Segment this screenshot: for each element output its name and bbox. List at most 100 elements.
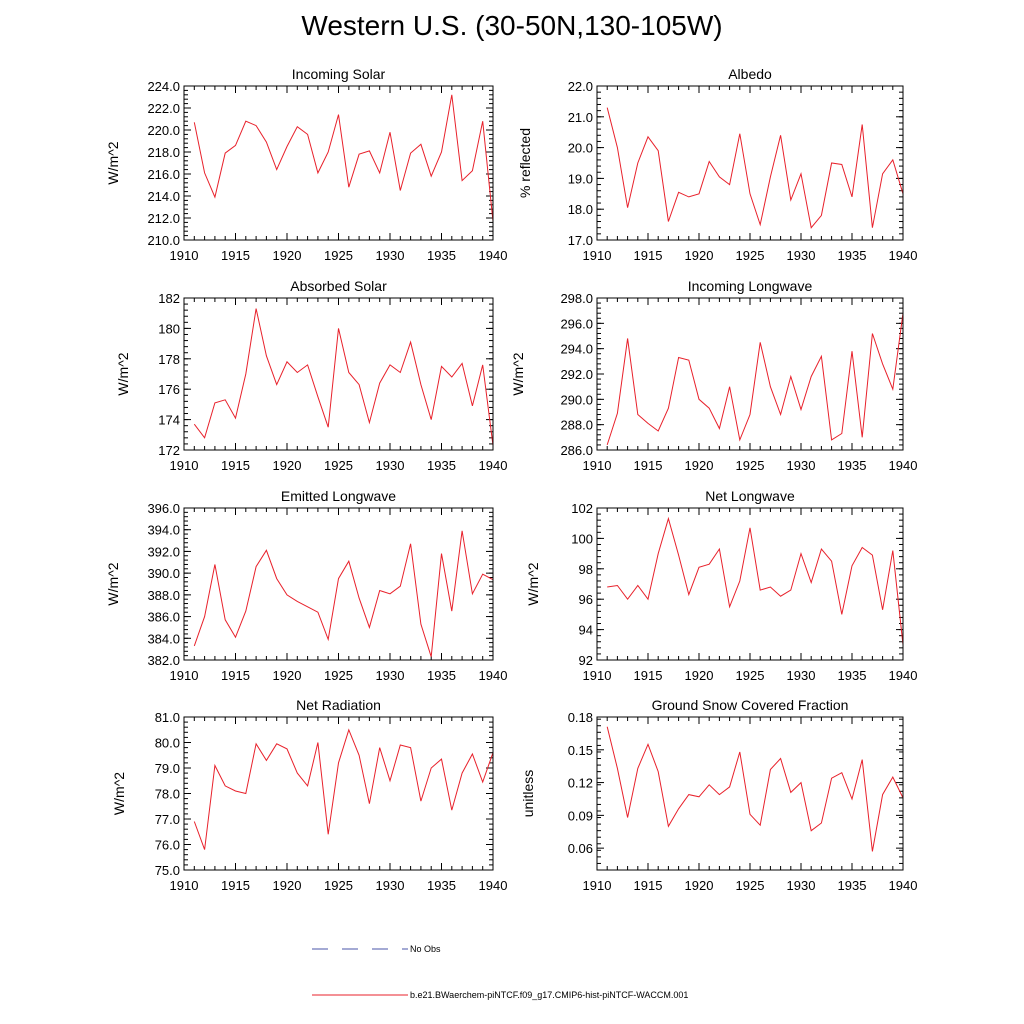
y-tick-label: 0.15 bbox=[568, 743, 593, 758]
x-tick-label: 1910 bbox=[583, 668, 612, 683]
y-tick-label: 214.0 bbox=[147, 189, 180, 204]
y-tick-label: 288.0 bbox=[560, 418, 593, 433]
y-tick-label: 386.0 bbox=[147, 610, 180, 625]
y-axis-label: W/m^2 bbox=[525, 562, 541, 605]
panel-5: Emitted Longwave W/m^2 1910 1915 1920 1925 193… bbox=[105, 488, 507, 683]
panel-1: Incoming Solar W/m^2 1910 1915 1920 1925 1930 1… bbox=[105, 66, 507, 263]
x-tick-label: 1935 bbox=[838, 668, 867, 683]
plot-frame bbox=[596, 85, 904, 241]
y-tick-label: 0.18 bbox=[568, 710, 593, 725]
panel-title: Ground Snow Covered Fraction bbox=[652, 697, 849, 713]
x-tick-label: 1930 bbox=[376, 458, 405, 473]
y-tick-label: 286.0 bbox=[560, 443, 593, 458]
x-tick-label: 1935 bbox=[427, 458, 456, 473]
plot-frame bbox=[596, 507, 904, 661]
x-tick-label: 1935 bbox=[838, 248, 867, 263]
x-tick-label: 1930 bbox=[376, 248, 405, 263]
y-axis-label: W/m^2 bbox=[115, 352, 131, 395]
y-tick-label: 396.0 bbox=[147, 501, 180, 516]
panel-title: Emitted Longwave bbox=[281, 488, 396, 504]
y-tick-label: 77.0 bbox=[155, 812, 180, 827]
series-line bbox=[193, 308, 494, 446]
x-tick-label: 1920 bbox=[685, 878, 714, 893]
panel-8: Ground Snow Covered Fraction unitless 1910… bbox=[520, 697, 917, 893]
y-tick-label: 75.0 bbox=[155, 863, 180, 878]
panel-title: Incoming Longwave bbox=[688, 278, 813, 294]
x-tick-label: 1910 bbox=[170, 248, 199, 263]
x-tick-label: 1925 bbox=[324, 668, 353, 683]
panel-4: Incoming Longwave W/m^2 1910 1915 1920 1925 19… bbox=[510, 278, 917, 473]
y-tick-label: 292.0 bbox=[560, 367, 593, 382]
panel-3: Absorbed Solar W/m^2 1910 1915 1920 1925 1930 1… bbox=[115, 278, 507, 473]
y-axis-label: W/m^2 bbox=[105, 141, 121, 184]
legend bbox=[312, 948, 408, 996]
x-tick-label: 1910 bbox=[583, 878, 612, 893]
x-tick-label: 1940 bbox=[479, 878, 508, 893]
y-tick-label: 294.0 bbox=[560, 342, 593, 357]
series-line bbox=[607, 516, 904, 645]
panel-6: Net Longwave W/m^2 1910 1915 1920 1925 1930 193… bbox=[525, 488, 917, 683]
x-tick-label: 1915 bbox=[634, 878, 663, 893]
series-line bbox=[193, 728, 494, 850]
y-tick-label: 100 bbox=[571, 531, 593, 546]
x-tick-label: 1940 bbox=[479, 668, 508, 683]
y-tick-label: 392.0 bbox=[147, 544, 180, 559]
x-tick-label: 1925 bbox=[736, 248, 765, 263]
y-tick-label: 180 bbox=[158, 321, 180, 336]
x-tick-label: 1925 bbox=[324, 458, 353, 473]
y-tick-label: 94 bbox=[579, 623, 593, 638]
x-tick-label: 1920 bbox=[273, 248, 302, 263]
x-tick-label: 1935 bbox=[427, 878, 456, 893]
x-tick-label: 1910 bbox=[170, 878, 199, 893]
x-tick-label: 1930 bbox=[787, 458, 816, 473]
x-tick-label: 1940 bbox=[889, 668, 918, 683]
panel-title: Albedo bbox=[728, 66, 772, 82]
x-tick-label: 1920 bbox=[273, 878, 302, 893]
y-tick-label: 96 bbox=[579, 592, 593, 607]
y-tick-label: 222.0 bbox=[147, 101, 180, 116]
x-tick-label: 1940 bbox=[889, 878, 918, 893]
y-tick-label: 384.0 bbox=[147, 631, 180, 646]
y-tick-label: 172 bbox=[158, 443, 180, 458]
y-tick-label: 92 bbox=[579, 653, 593, 668]
series-line bbox=[193, 530, 494, 657]
x-tick-label: 1930 bbox=[376, 878, 405, 893]
x-tick-label: 1935 bbox=[427, 248, 456, 263]
y-tick-label: 80.0 bbox=[155, 736, 180, 751]
x-tick-label: 1920 bbox=[685, 668, 714, 683]
x-tick-label: 1930 bbox=[787, 668, 816, 683]
y-tick-label: 0.12 bbox=[568, 776, 593, 791]
x-tick-label: 1935 bbox=[838, 878, 867, 893]
x-tick-label: 1910 bbox=[170, 458, 199, 473]
plot-frame bbox=[183, 716, 494, 871]
legend-run-label: b.e21.BWaerchem-piNTCF.f09_g17.CMIP6-his… bbox=[410, 990, 689, 1000]
panel-title: Net Longwave bbox=[705, 488, 795, 504]
y-tick-label: 224.0 bbox=[147, 79, 180, 94]
y-tick-label: 22.0 bbox=[568, 79, 593, 94]
y-tick-label: 174 bbox=[158, 413, 180, 428]
y-tick-label: 0.06 bbox=[568, 841, 593, 856]
x-tick-label: 1930 bbox=[376, 668, 405, 683]
y-tick-label: 290.0 bbox=[560, 392, 593, 407]
y-tick-label: 178 bbox=[158, 352, 180, 367]
y-tick-label: 390.0 bbox=[147, 566, 180, 581]
y-axis-label: W/m^2 bbox=[105, 562, 121, 605]
panel-title: Incoming Solar bbox=[292, 66, 386, 82]
plot-frame bbox=[183, 85, 494, 241]
y-tick-label: 210.0 bbox=[147, 233, 180, 248]
y-tick-label: 79.0 bbox=[155, 761, 180, 776]
x-tick-label: 1925 bbox=[324, 248, 353, 263]
y-axis-label: W/m^2 bbox=[111, 772, 127, 815]
x-tick-label: 1920 bbox=[273, 668, 302, 683]
x-tick-label: 1915 bbox=[221, 878, 250, 893]
series-line bbox=[606, 726, 904, 852]
panel-7: Net Radiation W/m^2 1910 1915 1920 1925 1930 19… bbox=[111, 697, 507, 893]
x-tick-label: 1915 bbox=[221, 458, 250, 473]
x-tick-label: 1925 bbox=[736, 458, 765, 473]
y-tick-label: 394.0 bbox=[147, 523, 180, 538]
x-tick-label: 1940 bbox=[889, 248, 918, 263]
x-tick-label: 1930 bbox=[787, 248, 816, 263]
x-tick-label: 1915 bbox=[221, 668, 250, 683]
x-tick-label: 1930 bbox=[787, 878, 816, 893]
